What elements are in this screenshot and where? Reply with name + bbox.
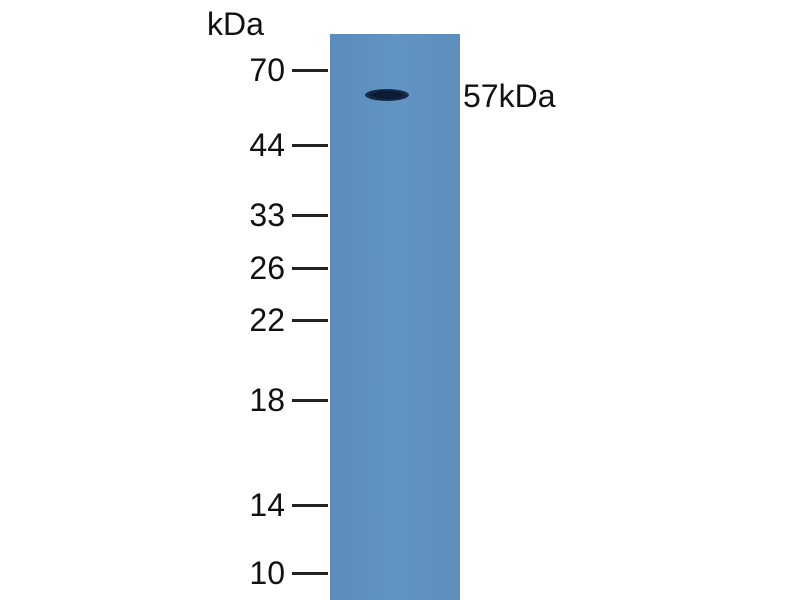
marker-label: 70: [249, 52, 285, 88]
marker-tick: [292, 144, 328, 147]
marker-tick: [292, 399, 328, 402]
marker-label: 10: [249, 555, 285, 591]
marker-tick: [292, 504, 328, 507]
marker-label: 33: [249, 197, 285, 233]
marker-tick: [292, 214, 328, 217]
marker-label: 26: [249, 250, 285, 286]
marker-33: 33: [200, 197, 330, 233]
marker-tick: [292, 319, 328, 322]
marker-label: 44: [249, 127, 285, 163]
marker-44: 44: [200, 127, 330, 163]
marker-tick: [292, 69, 328, 72]
unit-label: kDa: [207, 6, 264, 42]
marker-14: 14: [200, 487, 330, 523]
marker-26: 26: [200, 250, 330, 286]
marker-70: 70: [200, 52, 330, 88]
marker-22: 22: [200, 302, 330, 338]
marker-label: 18: [249, 382, 285, 418]
marker-label: 22: [249, 302, 285, 338]
marker-tick: [292, 267, 328, 270]
protein-band: [365, 89, 409, 101]
marker-tick: [292, 572, 328, 575]
band-label: 57kDa: [463, 78, 556, 114]
marker-10: 10: [200, 555, 330, 591]
marker-label: 14: [249, 487, 285, 523]
blot-lane: [330, 34, 460, 600]
marker-18: 18: [200, 382, 330, 418]
